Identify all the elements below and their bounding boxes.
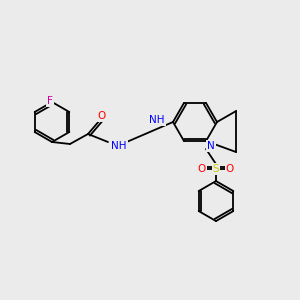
Text: S: S: [213, 164, 219, 174]
Text: O: O: [226, 164, 234, 174]
Text: NH: NH: [149, 115, 165, 125]
Text: O: O: [198, 164, 206, 174]
Text: NH: NH: [111, 141, 127, 151]
Text: N: N: [207, 141, 215, 151]
Text: F: F: [47, 96, 53, 106]
Text: O: O: [97, 111, 105, 121]
